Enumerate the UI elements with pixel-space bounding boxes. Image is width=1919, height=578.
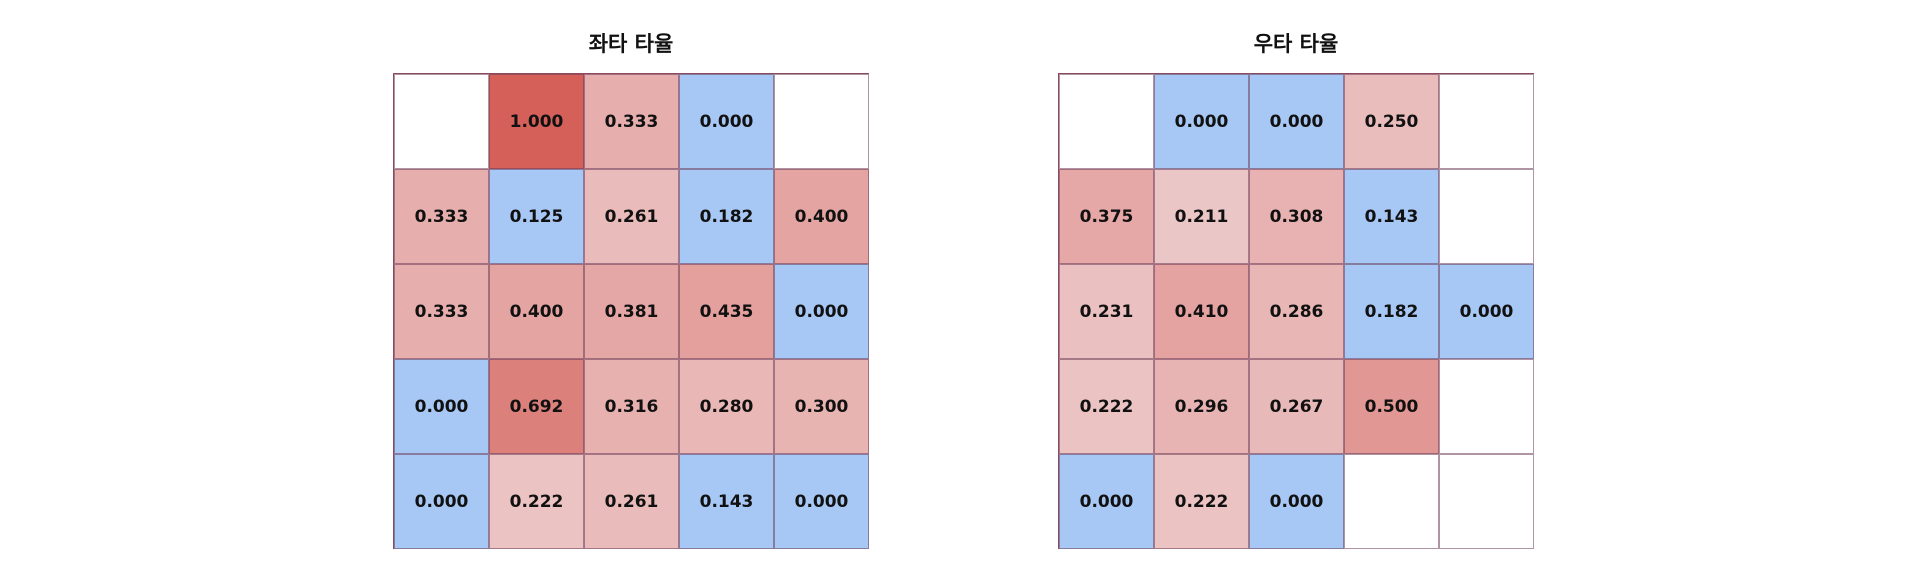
heatmap-cell: 0.182 — [1344, 264, 1439, 359]
heatmap-cell: 0.000 — [1249, 74, 1344, 169]
heatmap-cell: 0.000 — [1154, 74, 1249, 169]
heatmap-cell: 0.125 — [489, 169, 584, 264]
heatmap-cell: 0.296 — [1154, 359, 1249, 454]
heatmap-cell: 0.308 — [1249, 169, 1344, 264]
heatmap-cell: 0.500 — [1344, 359, 1439, 454]
heatmap-cell — [774, 74, 869, 169]
heatmap-cell — [1439, 359, 1534, 454]
heatmap-cell — [1439, 74, 1534, 169]
heatmap-cell: 0.400 — [774, 169, 869, 264]
heatmap-cell: 0.231 — [1059, 264, 1154, 359]
left-heatmap-panel: 좌타 타율 1.000 0.333 0.000 0.333 0.125 0.261 0.18… — [393, 0, 869, 560]
heatmap-cell: 1.000 — [489, 74, 584, 169]
heatmap-cell — [1439, 169, 1534, 264]
heatmap-cell: 0.222 — [489, 454, 584, 549]
heatmap-cell: 0.000 — [774, 454, 869, 549]
heatmap-cell: 0.000 — [1059, 454, 1154, 549]
right-heatmap-title: 우타 타율 — [1253, 32, 1339, 56]
heatmap-cell: 0.000 — [774, 264, 869, 359]
heatmap-cell: 0.375 — [1059, 169, 1154, 264]
heatmap-cell: 0.250 — [1344, 74, 1439, 169]
left-heatmap-title: 좌타 타율 — [588, 32, 674, 56]
heatmap-cell — [1059, 74, 1154, 169]
heatmap-cell: 0.435 — [679, 264, 774, 359]
heatmap-cell: 0.400 — [489, 264, 584, 359]
heatmap-cell: 0.381 — [584, 264, 679, 359]
left-heatmap-grid: 1.000 0.333 0.000 0.333 0.125 0.261 0.182 0.400… — [393, 73, 869, 549]
heatmap-cell: 0.300 — [774, 359, 869, 454]
heatmap-cell — [394, 74, 489, 169]
heatmap-cell: 0.261 — [584, 454, 679, 549]
heatmap-cell: 0.333 — [584, 74, 679, 169]
heatmap-cell: 0.267 — [1249, 359, 1344, 454]
heatmap-cell: 0.143 — [1344, 169, 1439, 264]
heatmap-cell: 0.211 — [1154, 169, 1249, 264]
heatmap-cell: 0.316 — [584, 359, 679, 454]
heatmap-cell: 0.286 — [1249, 264, 1344, 359]
heatmap-cell: 0.000 — [394, 359, 489, 454]
heatmap-cell: 0.222 — [1154, 454, 1249, 549]
heatmap-cell: 0.182 — [679, 169, 774, 264]
heatmap-cell: 0.222 — [1059, 359, 1154, 454]
right-heatmap-grid: 0.000 0.000 0.250 0.375 0.211 0.308 0.143 0.231… — [1058, 73, 1534, 549]
heatmap-cell: 0.280 — [679, 359, 774, 454]
heatmap-cell: 0.000 — [1249, 454, 1344, 549]
heatmap-cell: 0.000 — [394, 454, 489, 549]
right-heatmap-panel: 우타 타율 0.000 0.000 0.250 0.375 0.211 0.308 0.14… — [1058, 0, 1534, 560]
heatmap-cell: 0.333 — [394, 169, 489, 264]
heatmap-cell: 0.143 — [679, 454, 774, 549]
heatmap-cell — [1344, 454, 1439, 549]
heatmap-cell — [1439, 454, 1534, 549]
heatmap-cell: 0.000 — [1439, 264, 1534, 359]
heatmap-cell: 0.410 — [1154, 264, 1249, 359]
heatmap-cell: 0.333 — [394, 264, 489, 359]
heatmap-cell: 0.692 — [489, 359, 584, 454]
heatmap-cell: 0.000 — [679, 74, 774, 169]
heatmap-cell: 0.261 — [584, 169, 679, 264]
